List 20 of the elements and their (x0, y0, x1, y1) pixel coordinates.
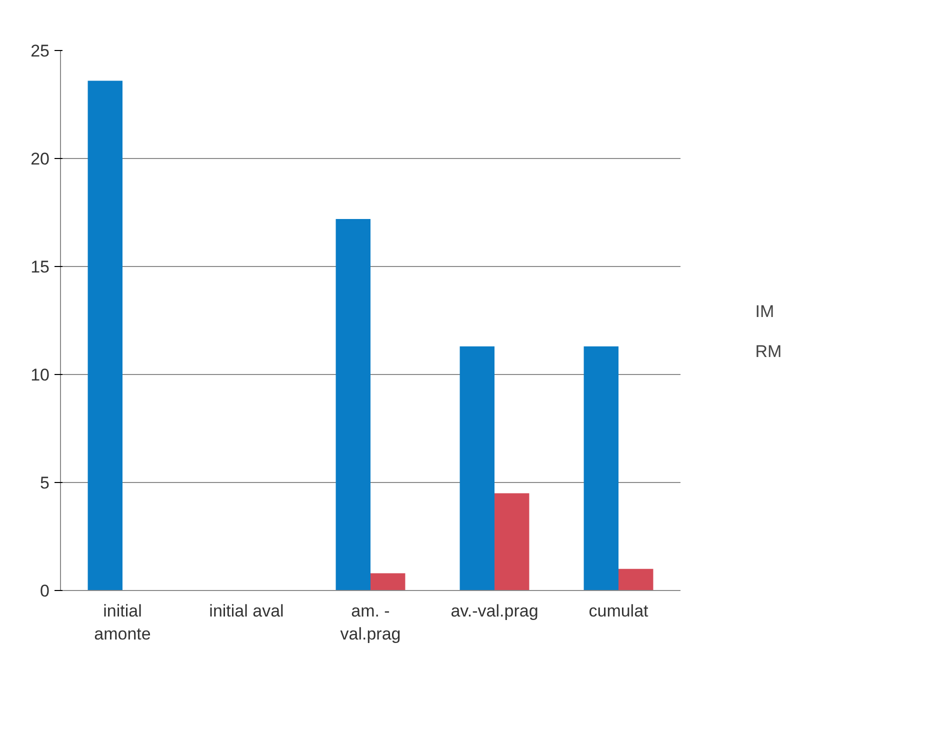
text: RM (755, 342, 782, 362)
x-tick-label: initial amonte (94, 602, 151, 644)
y-tick-label: 0 (40, 582, 50, 600)
y-tick-label: 5 (40, 474, 50, 492)
bar (584, 346, 618, 590)
bar (370, 573, 406, 590)
y-tick-label: 10 (30, 366, 50, 384)
y-tick-label: 25 (30, 42, 50, 60)
bar (460, 346, 494, 590)
y-tick-label: 15 (30, 258, 50, 276)
x-tick-label: am. - val.prag (340, 602, 401, 644)
bar (336, 218, 370, 590)
text: IM (755, 302, 776, 322)
bar (88, 80, 122, 590)
x-tick-label: av.-val.prag (450, 602, 538, 620)
y-tick-label: 20 (30, 150, 50, 168)
x-tick-label: initial aval (209, 602, 284, 620)
bar (494, 493, 530, 590)
bar (618, 568, 654, 590)
x-tick-label: cumulat (588, 602, 649, 620)
